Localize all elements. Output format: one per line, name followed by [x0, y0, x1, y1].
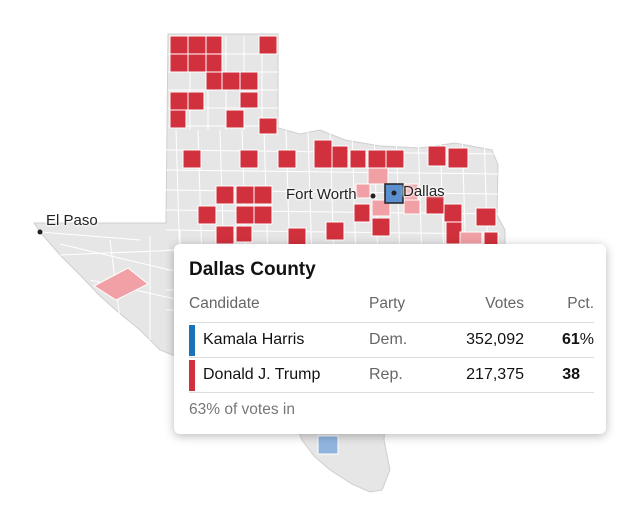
- reporting-status: 63% of votes in: [189, 401, 295, 418]
- city-label-el-paso: El Paso: [46, 212, 98, 229]
- county-shape[interactable]: [443, 203, 463, 223]
- county-shape[interactable]: [182, 149, 202, 169]
- party-color-bar: [189, 325, 195, 356]
- county-shape[interactable]: [475, 207, 497, 227]
- pct-suffix: %: [579, 331, 594, 348]
- fort-worth-dot: [370, 193, 376, 199]
- party-cell: Dem.: [369, 322, 439, 358]
- county-shape[interactable]: [221, 71, 241, 91]
- county-shape[interactable]: [258, 117, 278, 135]
- county-shape[interactable]: [197, 205, 217, 225]
- county-shape[interactable]: [205, 53, 223, 73]
- county-shape[interactable]: [313, 139, 333, 169]
- county-shape[interactable]: [367, 167, 389, 185]
- header-party: Party: [369, 292, 439, 323]
- county-shape[interactable]: [239, 91, 259, 109]
- dallas-dot: [391, 190, 397, 196]
- county-shape[interactable]: [459, 231, 483, 245]
- votes-cell: 217,375: [439, 357, 524, 393]
- header-votes: Votes: [439, 292, 524, 323]
- city-label-dallas: Dallas: [403, 183, 445, 200]
- candidate-cell: Kamala Harris: [189, 322, 369, 358]
- county-shape[interactable]: [239, 71, 259, 91]
- table-row: Donald J. Trump Rep. 217,375 38: [189, 357, 594, 393]
- city-label-fort-worth: Fort Worth: [286, 186, 357, 203]
- pct-value: 61: [561, 331, 580, 348]
- pct-cell: 61%: [524, 322, 594, 358]
- county-shape[interactable]: [225, 109, 245, 129]
- county-shape[interactable]: [253, 205, 273, 225]
- county-shape[interactable]: [205, 71, 223, 91]
- county-shape[interactable]: [331, 145, 349, 169]
- county-shape[interactable]: [317, 435, 339, 455]
- county-shape[interactable]: [93, 267, 149, 301]
- county-results-tooltip: Dallas County Candidate Party Votes Pct.…: [174, 244, 606, 434]
- county-shape[interactable]: [187, 35, 207, 55]
- county-shape[interactable]: [235, 185, 255, 205]
- el-paso-dot: [37, 229, 43, 235]
- county-shape[interactable]: [169, 109, 187, 129]
- county-shape[interactable]: [355, 183, 371, 199]
- county-shape[interactable]: [403, 199, 421, 215]
- county-shape[interactable]: [239, 149, 259, 169]
- county-shape[interactable]: [371, 217, 391, 237]
- county-shape[interactable]: [205, 35, 223, 55]
- county-shape[interactable]: [277, 149, 297, 169]
- party-color-bar: [189, 360, 195, 391]
- county-shape[interactable]: [215, 185, 235, 205]
- pct-value: 38: [562, 366, 580, 383]
- candidate-name: Kamala Harris: [203, 331, 305, 348]
- county-shape[interactable]: [427, 145, 447, 167]
- county-shape[interactable]: [447, 147, 469, 169]
- county-layer[interactable]: [93, 35, 499, 455]
- results-table: Candidate Party Votes Pct. Kamala Harris…: [189, 292, 594, 393]
- header-pct: Pct.: [524, 292, 594, 323]
- county-shape[interactable]: [215, 225, 235, 245]
- header-candidate: Candidate: [189, 292, 369, 323]
- votes-cell: 352,092: [439, 322, 524, 358]
- county-shape[interactable]: [235, 205, 255, 225]
- table-row: Kamala Harris Dem. 352,092 61%: [189, 322, 594, 358]
- county-shape[interactable]: [258, 35, 278, 55]
- party-cell: Rep.: [369, 357, 439, 393]
- county-shape[interactable]: [235, 225, 253, 243]
- results-header-row: Candidate Party Votes Pct.: [189, 292, 594, 323]
- county-shape[interactable]: [353, 203, 371, 223]
- county-shape[interactable]: [385, 149, 405, 169]
- pct-cell: 38: [524, 357, 594, 393]
- county-shape[interactable]: [169, 91, 189, 111]
- county-shape[interactable]: [187, 91, 205, 111]
- county-shape[interactable]: [325, 221, 345, 241]
- county-shape[interactable]: [367, 149, 387, 169]
- tooltip-county-name: Dallas County: [189, 259, 316, 280]
- county-shape[interactable]: [371, 199, 391, 217]
- candidate-name: Donald J. Trump: [203, 366, 321, 383]
- county-shape[interactable]: [169, 53, 189, 73]
- county-shape[interactable]: [187, 53, 207, 73]
- county-shape[interactable]: [349, 149, 367, 169]
- county-shape[interactable]: [169, 35, 189, 55]
- county-shape[interactable]: [253, 185, 273, 205]
- candidate-cell: Donald J. Trump: [189, 357, 369, 393]
